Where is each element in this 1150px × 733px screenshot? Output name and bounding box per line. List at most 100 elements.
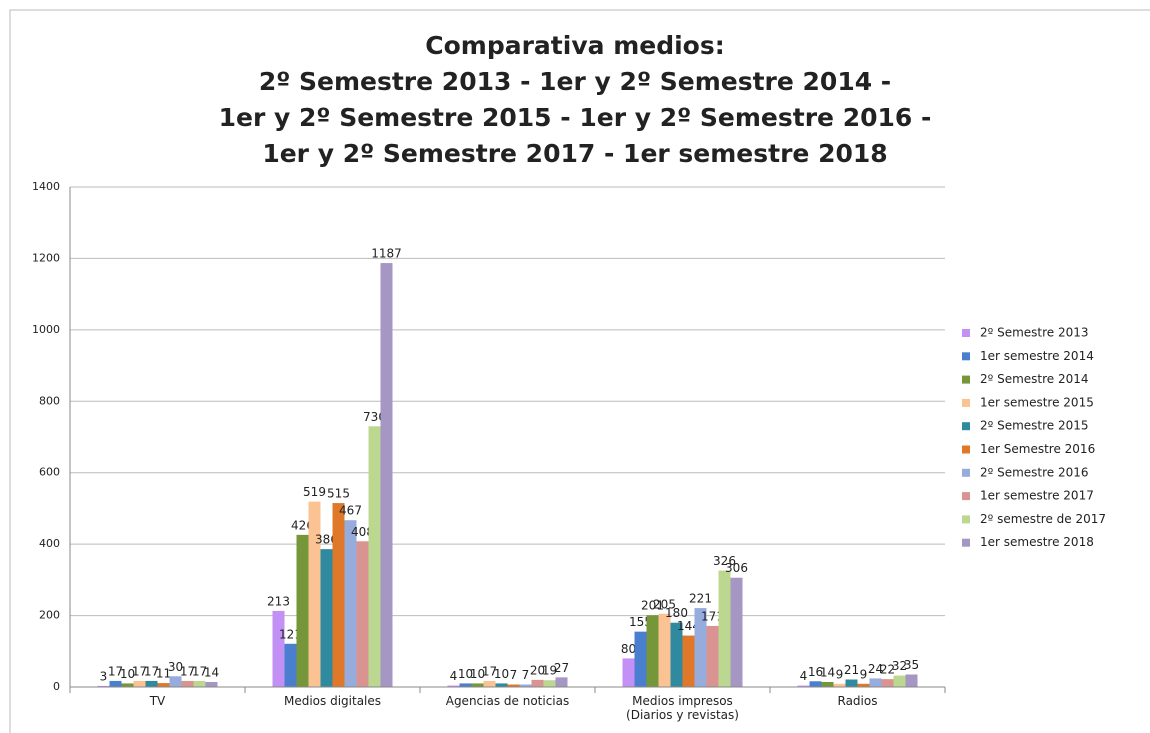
bar xyxy=(205,682,218,687)
data-label: 515 xyxy=(327,487,350,501)
data-label: 10 xyxy=(494,667,509,681)
bar xyxy=(821,682,834,687)
data-label: 180 xyxy=(665,606,688,620)
bar xyxy=(670,622,683,687)
data-label: 408 xyxy=(351,525,374,539)
data-label: 213 xyxy=(267,594,290,608)
bar xyxy=(893,675,906,687)
y-tick-label: 1000 xyxy=(32,323,60,336)
bar xyxy=(181,680,194,687)
legend-label: 1er semestre 2015 xyxy=(980,395,1094,409)
data-label: 426 xyxy=(291,518,314,532)
y-tick-label: 600 xyxy=(39,466,60,479)
legend-label: 1er semestre 2014 xyxy=(980,349,1094,363)
y-tick-label: 200 xyxy=(39,609,60,622)
x-tick-label: Medios digitales xyxy=(283,694,382,708)
data-label: 3 xyxy=(100,669,108,683)
data-label: 30 xyxy=(168,660,183,674)
y-tick-label: 1400 xyxy=(32,180,60,193)
bar xyxy=(121,683,134,687)
data-label: 201 xyxy=(641,599,664,613)
data-label: 14 xyxy=(820,666,835,680)
bar xyxy=(730,577,743,687)
data-label: 19 xyxy=(542,664,557,678)
bar xyxy=(133,680,146,687)
bar xyxy=(869,678,882,687)
bar xyxy=(658,613,671,687)
data-label: 27 xyxy=(554,661,569,675)
bar xyxy=(555,677,568,687)
y-tick-label: 400 xyxy=(39,537,60,550)
bar xyxy=(797,685,810,687)
legend-swatch xyxy=(962,352,970,361)
bar xyxy=(320,549,333,687)
chart-title: Comparativa medios: 2º Semestre 2013 - 1… xyxy=(218,31,932,168)
data-label: 80 xyxy=(621,642,636,656)
legend-swatch xyxy=(962,329,970,337)
data-label: 17 xyxy=(132,664,147,678)
bar xyxy=(109,680,122,687)
legend-swatch xyxy=(962,445,970,454)
bar xyxy=(356,541,369,687)
data-label: 730 xyxy=(363,410,386,424)
bar xyxy=(881,679,894,687)
bar xyxy=(646,615,659,687)
bar xyxy=(97,685,110,687)
data-label: 17 xyxy=(144,664,159,678)
data-label: 7 xyxy=(510,668,518,682)
data-label: 155 xyxy=(629,615,652,629)
x-tick-label: Medios impresos (Diarios y revistas) xyxy=(626,694,739,722)
data-label: 10 xyxy=(470,667,485,681)
data-label: 11 xyxy=(156,667,171,681)
data-label: 10 xyxy=(120,667,135,681)
data-label: 205 xyxy=(653,597,676,611)
data-label: 306 xyxy=(725,561,748,575)
legend-swatch xyxy=(962,398,970,407)
data-label: 9 xyxy=(836,667,844,681)
data-label: 386 xyxy=(315,533,338,547)
x-tick-label: Agencias de noticias xyxy=(445,694,570,708)
data-label: 467 xyxy=(339,504,362,518)
data-label: 17 xyxy=(108,664,123,678)
data-label: 22 xyxy=(880,663,895,677)
data-label: 326 xyxy=(713,554,736,568)
bar xyxy=(145,680,158,687)
legend-swatch xyxy=(962,492,970,501)
data-label: 4 xyxy=(450,669,458,683)
legend-label: 2º Semestre 2016 xyxy=(980,465,1089,479)
data-label: 16 xyxy=(808,665,823,679)
bar xyxy=(905,674,918,687)
legend-swatch xyxy=(962,468,970,477)
bar xyxy=(308,501,321,687)
data-label: 221 xyxy=(689,592,712,606)
legend-label: 2º Semestre 2013 xyxy=(980,326,1089,340)
data-label: 144 xyxy=(677,619,700,633)
data-label: 14 xyxy=(204,666,219,680)
bar xyxy=(718,570,731,687)
bar xyxy=(857,683,870,687)
bar xyxy=(622,658,635,687)
bar xyxy=(706,625,719,687)
data-label: 17 xyxy=(482,664,497,678)
data-label: 121 xyxy=(279,627,302,641)
bar xyxy=(694,608,707,687)
data-label: 519 xyxy=(303,485,326,499)
data-label: 171 xyxy=(701,609,724,623)
data-label: 1187 xyxy=(371,247,402,261)
bar xyxy=(459,683,472,687)
bar xyxy=(845,679,858,687)
data-label: 7 xyxy=(522,668,530,682)
frame xyxy=(9,9,1150,733)
legend-label: 1er semestre 2018 xyxy=(980,535,1094,549)
bar xyxy=(531,679,544,687)
bar xyxy=(471,683,484,687)
bar xyxy=(380,263,393,687)
bar xyxy=(809,681,822,687)
x-tick-label: Radios xyxy=(837,694,878,708)
data-label: 24 xyxy=(868,662,883,676)
data-label: 35 xyxy=(904,658,919,672)
bar xyxy=(447,685,460,687)
data-label: 17 xyxy=(180,664,195,678)
bar xyxy=(296,534,309,687)
